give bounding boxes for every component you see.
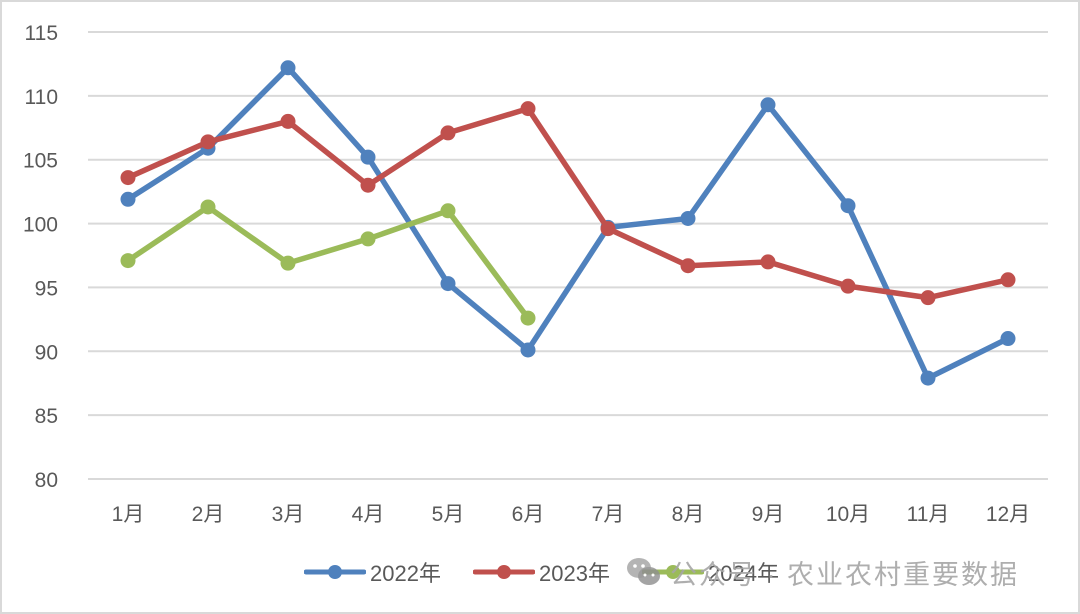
legend-label-2023: 2023年	[539, 561, 610, 586]
x-tick-label: 11月	[907, 503, 950, 526]
data-point-marker[interactable]	[360, 231, 376, 247]
series-2024年	[120, 199, 536, 326]
data-point-marker[interactable]	[600, 221, 616, 237]
y-tick-label: 115	[25, 22, 58, 45]
x-tick-label: 9月	[752, 503, 785, 526]
data-point-marker[interactable]	[200, 134, 216, 150]
legend-marker-2022-icon	[304, 565, 366, 579]
legend-label-2024: 2024年	[708, 561, 779, 586]
x-tick-label: 12月	[986, 503, 1030, 526]
x-tick-label: 3月	[272, 503, 305, 526]
y-tick-label: 90	[35, 341, 58, 364]
data-point-marker[interactable]	[120, 253, 136, 269]
x-tick-label: 4月	[352, 503, 385, 526]
legend-item-2022[interactable]: 2022年	[304, 552, 441, 592]
data-point-marker[interactable]	[200, 199, 216, 215]
data-point-marker[interactable]	[520, 342, 536, 358]
data-point-marker[interactable]	[920, 290, 936, 306]
legend-item-2024[interactable]: 2024年	[642, 552, 779, 592]
x-tick-label: 10月	[826, 503, 870, 526]
series-line	[125, 65, 1011, 381]
data-point-marker[interactable]	[520, 101, 536, 117]
data-point-marker[interactable]	[360, 149, 376, 165]
series-2023年	[120, 101, 1016, 306]
data-point-marker[interactable]	[440, 125, 456, 141]
legend: 2022年 2023年 2024年	[0, 552, 1080, 592]
y-tick-label: 100	[23, 214, 58, 237]
data-point-marker[interactable]	[920, 370, 936, 386]
legend-marker-2024-icon	[642, 565, 704, 579]
data-point-marker[interactable]	[760, 254, 776, 270]
data-point-marker[interactable]	[680, 210, 696, 226]
x-tick-label: 6月	[512, 503, 545, 526]
series-line	[125, 204, 531, 321]
gridlines	[88, 31, 1048, 480]
data-point-marker[interactable]	[760, 97, 776, 113]
y-tick-label: 110	[25, 86, 58, 109]
legend-item-2023[interactable]: 2023年	[473, 552, 610, 592]
data-point-marker[interactable]	[280, 60, 296, 76]
x-tick-label: 7月	[592, 503, 625, 526]
y-tick-label: 95	[35, 277, 58, 300]
data-point-marker[interactable]	[120, 170, 136, 186]
y-axis-labels: 80 85 90 95 100 105 110 115	[23, 22, 58, 492]
x-tick-label: 1月	[112, 503, 145, 526]
data-point-marker[interactable]	[280, 113, 296, 129]
data-point-marker[interactable]	[840, 278, 856, 294]
data-point-marker[interactable]	[520, 310, 536, 326]
y-tick-label: 80	[35, 469, 58, 492]
data-point-marker[interactable]	[1000, 272, 1016, 288]
data-point-marker[interactable]	[440, 203, 456, 219]
legend-label-2022: 2022年	[370, 561, 441, 586]
x-axis-labels: 1月 2月 3月 4月 5月 6月 7月 8月 9月 10月 11月 12月	[112, 503, 1031, 526]
x-tick-label: 8月	[672, 503, 705, 526]
data-point-marker[interactable]	[680, 258, 696, 274]
series-line	[125, 105, 1011, 301]
x-tick-label: 5月	[432, 503, 465, 526]
data-point-marker[interactable]	[280, 255, 296, 271]
y-tick-label: 85	[35, 405, 58, 428]
y-tick-label: 105	[23, 150, 58, 173]
legend-marker-2023-icon	[473, 565, 535, 579]
data-point-marker[interactable]	[120, 191, 136, 207]
data-point-marker[interactable]	[840, 198, 856, 214]
series-lines	[120, 60, 1016, 386]
data-point-marker[interactable]	[440, 276, 456, 292]
x-tick-label: 2月	[192, 503, 225, 526]
data-point-marker[interactable]	[1000, 331, 1016, 347]
data-point-marker[interactable]	[360, 177, 376, 193]
